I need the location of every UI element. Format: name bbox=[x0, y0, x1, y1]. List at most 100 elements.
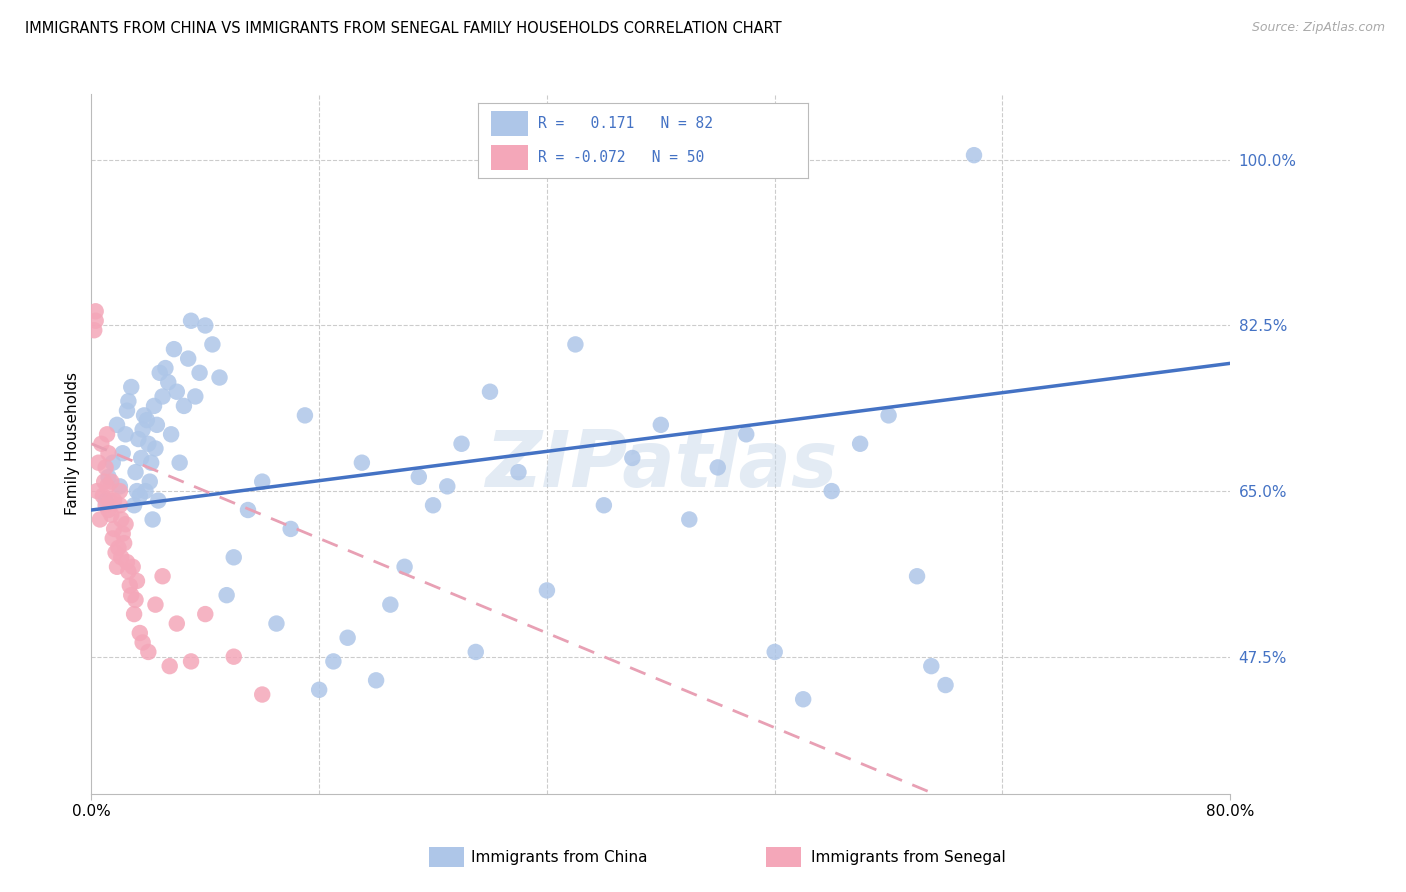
Point bbox=[650, 417, 672, 432]
Point bbox=[94, 498, 117, 512]
Point bbox=[180, 654, 202, 668]
Text: ZIPatlas: ZIPatlas bbox=[485, 426, 837, 503]
Point bbox=[877, 409, 900, 423]
Point bbox=[101, 456, 124, 470]
Point bbox=[96, 479, 118, 493]
Point bbox=[103, 493, 125, 508]
Point bbox=[97, 503, 120, 517]
Point bbox=[322, 654, 344, 668]
Text: R =   0.171   N = 82: R = 0.171 N = 82 bbox=[537, 116, 713, 131]
Point bbox=[108, 498, 131, 512]
Point bbox=[128, 489, 150, 503]
Point bbox=[114, 517, 136, 532]
Point bbox=[436, 479, 458, 493]
Point bbox=[166, 384, 188, 399]
Point bbox=[104, 545, 127, 559]
Point bbox=[464, 645, 486, 659]
Point bbox=[177, 351, 200, 366]
Point bbox=[215, 588, 238, 602]
Point bbox=[145, 598, 167, 612]
Point bbox=[934, 678, 956, 692]
Point bbox=[149, 366, 172, 380]
Point bbox=[336, 631, 359, 645]
Text: IMMIGRANTS FROM CHINA VS IMMIGRANTS FROM SENEGAL FAMILY HOUSEHOLDS CORRELATION C: IMMIGRANTS FROM CHINA VS IMMIGRANTS FROM… bbox=[25, 21, 782, 37]
Point bbox=[94, 460, 117, 475]
Point bbox=[128, 626, 150, 640]
Text: Immigrants from Senegal: Immigrants from Senegal bbox=[811, 850, 1007, 864]
Point bbox=[138, 645, 160, 659]
Point bbox=[94, 493, 117, 508]
Point bbox=[792, 692, 814, 706]
Point bbox=[152, 569, 174, 583]
Point bbox=[139, 475, 162, 489]
Point bbox=[250, 688, 273, 702]
Point bbox=[266, 616, 288, 631]
Point bbox=[380, 598, 402, 612]
Point bbox=[96, 427, 118, 442]
Point bbox=[111, 446, 134, 460]
Point bbox=[90, 436, 112, 450]
Point bbox=[678, 512, 700, 526]
Point bbox=[134, 484, 156, 499]
Point bbox=[478, 384, 502, 399]
Point bbox=[141, 456, 163, 470]
Point bbox=[129, 450, 152, 465]
Point bbox=[97, 470, 120, 484]
Point bbox=[280, 522, 302, 536]
Point bbox=[145, 442, 167, 456]
Point bbox=[536, 583, 558, 598]
Point bbox=[97, 446, 120, 460]
Point bbox=[194, 318, 217, 333]
Point bbox=[364, 673, 387, 688]
Point bbox=[84, 314, 107, 328]
Point bbox=[208, 370, 231, 384]
Text: R = -0.072   N = 50: R = -0.072 N = 50 bbox=[537, 150, 704, 165]
Point bbox=[86, 484, 108, 499]
Point bbox=[117, 565, 139, 579]
Point bbox=[91, 489, 114, 503]
Point bbox=[135, 413, 157, 427]
Point bbox=[105, 559, 128, 574]
Point bbox=[131, 423, 153, 437]
Point bbox=[163, 342, 186, 356]
Point bbox=[93, 475, 115, 489]
Point bbox=[294, 409, 316, 423]
Point bbox=[120, 380, 142, 394]
Point bbox=[110, 550, 132, 565]
Point bbox=[125, 574, 148, 588]
Point bbox=[155, 361, 177, 376]
Point bbox=[735, 427, 758, 442]
Point bbox=[124, 465, 146, 479]
Point bbox=[160, 427, 183, 442]
Point bbox=[105, 417, 128, 432]
Point bbox=[121, 559, 143, 574]
Point bbox=[159, 659, 181, 673]
Point bbox=[222, 550, 245, 565]
Point bbox=[173, 399, 195, 413]
Point bbox=[706, 460, 728, 475]
Point bbox=[89, 512, 111, 526]
Point bbox=[100, 475, 122, 489]
Point bbox=[152, 389, 174, 403]
Point bbox=[188, 366, 211, 380]
Point bbox=[100, 508, 122, 522]
Point bbox=[621, 450, 644, 465]
Point bbox=[821, 484, 844, 499]
Point bbox=[112, 536, 135, 550]
Point bbox=[122, 607, 145, 621]
Point bbox=[118, 579, 141, 593]
Point bbox=[905, 569, 928, 583]
Point bbox=[849, 436, 872, 450]
Point bbox=[107, 541, 129, 555]
Point bbox=[394, 559, 416, 574]
Point bbox=[101, 532, 124, 546]
Text: Source: ZipAtlas.com: Source: ZipAtlas.com bbox=[1251, 21, 1385, 35]
Point bbox=[508, 465, 530, 479]
Bar bbox=[491, 145, 527, 170]
Point bbox=[422, 498, 444, 512]
Point bbox=[308, 682, 330, 697]
Point bbox=[127, 432, 149, 446]
Point bbox=[564, 337, 586, 351]
Text: Immigrants from China: Immigrants from China bbox=[471, 850, 648, 864]
Point bbox=[122, 498, 145, 512]
